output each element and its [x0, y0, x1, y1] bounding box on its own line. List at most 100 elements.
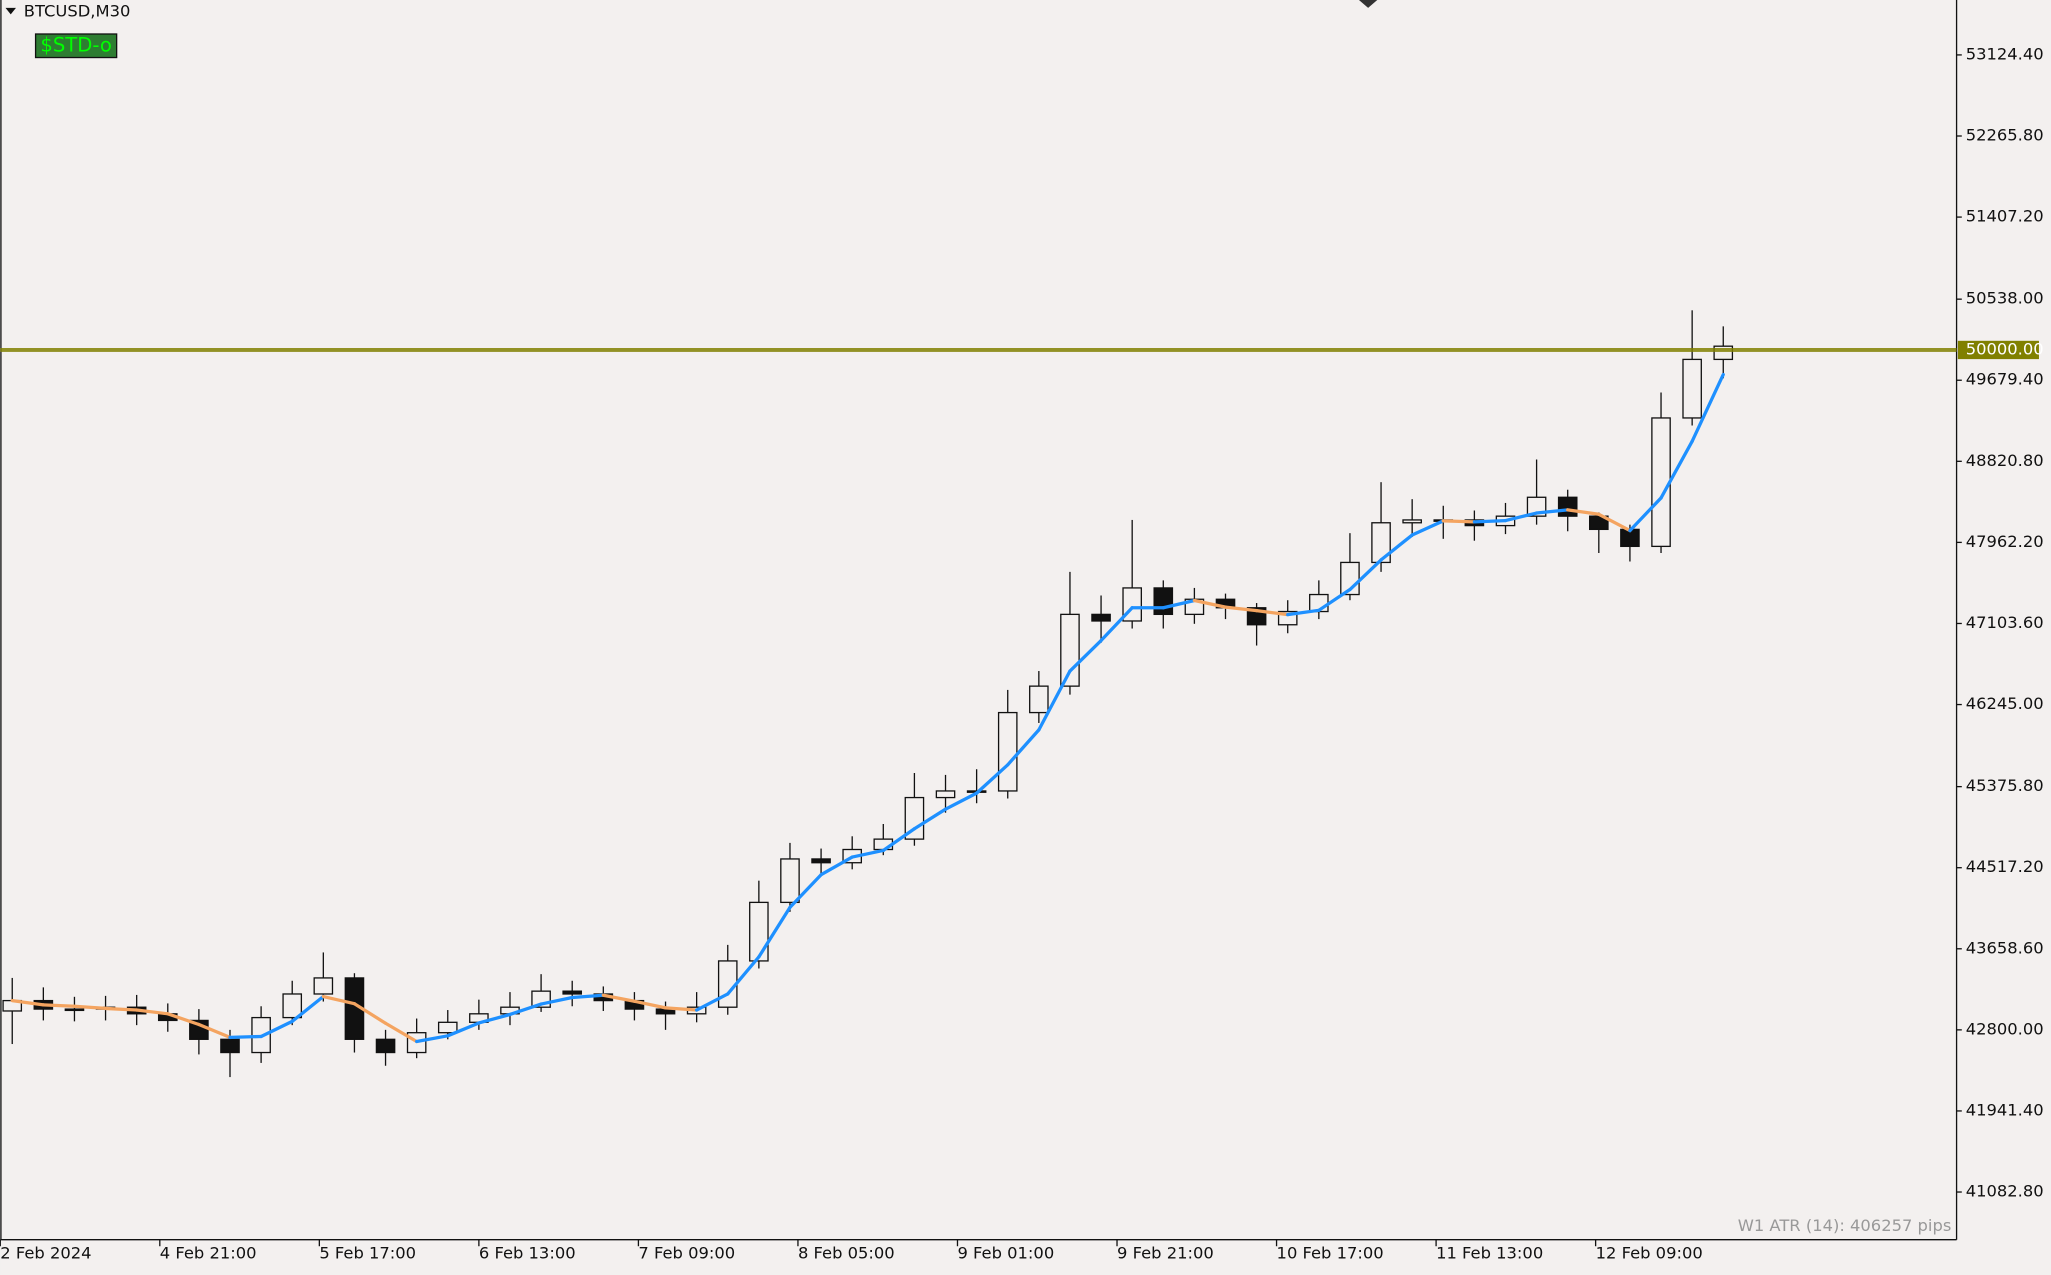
- y-tick-label: 48820.80: [1966, 451, 2044, 470]
- candle-body: [1091, 613, 1111, 622]
- y-tick-label: 51407.20: [1966, 207, 2044, 226]
- ma-segment: [1161, 598, 1197, 610]
- candle-body: [1029, 685, 1049, 714]
- dropdown-arrow[interactable]: [5, 7, 16, 15]
- candle-body: [997, 711, 1018, 792]
- ma-segment: [788, 873, 823, 910]
- ma-segment: [881, 827, 917, 853]
- shift-marker: [1358, 0, 1378, 8]
- ma-segment: [1317, 587, 1352, 612]
- candle-body: [375, 1038, 396, 1054]
- ma-segment: [290, 994, 325, 1024]
- ma-segment: [570, 993, 605, 1000]
- ma-segment: [1441, 519, 1477, 524]
- level-line: [0, 348, 1957, 352]
- candle-body: [1371, 522, 1391, 564]
- ma-segment: [1254, 608, 1290, 617]
- x-tick-label: 4 Feb 21:00: [160, 1244, 257, 1263]
- ma-segment: [1659, 439, 1694, 500]
- candle-body: [282, 993, 303, 1019]
- y-tick-label: 45375.80: [1966, 776, 2044, 795]
- x-tick-label: 11 Feb 13:00: [1436, 1244, 1543, 1263]
- candle-body: [904, 796, 925, 840]
- ma-segment: [72, 1004, 108, 1011]
- ma-segment: [1099, 606, 1134, 643]
- y-tick-label: 47103.60: [1966, 613, 2044, 632]
- candle-body: [1682, 358, 1702, 419]
- ma-segment: [415, 1034, 450, 1044]
- y-tick-label: 44517.20: [1966, 857, 2044, 876]
- y-tick-label: 47962.20: [1966, 532, 2044, 551]
- x-tick-label: 10 Feb 17:00: [1277, 1244, 1384, 1263]
- y-tick-label: 50538.00: [1966, 289, 2044, 308]
- y-tick-label: 42800.00: [1966, 1019, 2044, 1038]
- ma-segment: [508, 1002, 543, 1017]
- candle-body: [1060, 613, 1080, 687]
- ma-segment: [1006, 728, 1041, 767]
- y-tick-label: 52265.80: [1966, 125, 2044, 144]
- candle-body: [220, 1038, 240, 1054]
- ma-segment: [1068, 638, 1103, 673]
- ma-segment: [1503, 511, 1539, 523]
- ma-segment: [1379, 533, 1414, 562]
- ma-segment: [197, 1022, 232, 1040]
- ma-segment: [103, 1006, 139, 1012]
- candle-body: [1651, 417, 1671, 548]
- ma-segment: [1410, 519, 1445, 537]
- candle-body: [313, 977, 334, 995]
- ma-segment: [601, 993, 637, 1003]
- ma-segment: [1628, 496, 1663, 533]
- candle-body: [811, 858, 831, 864]
- x-tick-label: 2 Feb 2024: [0, 1244, 91, 1263]
- ma-segment: [1348, 558, 1383, 592]
- candle-body: [562, 990, 583, 995]
- ma-segment: [1223, 605, 1259, 613]
- y-tick-label: 49679.40: [1966, 370, 2044, 389]
- level-label-box: [1957, 340, 2039, 360]
- y-tick-label: 41941.40: [1966, 1100, 2044, 1119]
- candle-body: [935, 790, 956, 799]
- y-tick-label: 43658.60: [1966, 938, 2044, 957]
- ma-segment: [446, 1021, 481, 1038]
- ma-segment: [352, 1002, 388, 1025]
- candle-body: [1589, 515, 1609, 531]
- x-tick-label: 12 Feb 09:00: [1596, 1244, 1703, 1263]
- ma-segment: [1534, 508, 1570, 515]
- candle-body: [437, 1021, 458, 1034]
- candle-body: [749, 901, 769, 962]
- x-tick-label: 5 Feb 17:00: [319, 1244, 416, 1263]
- candle-body: [780, 858, 800, 904]
- y-tick-label: 41082.80: [1966, 1182, 2044, 1201]
- ma-segment: [819, 855, 854, 877]
- ma-segment: [539, 995, 574, 1006]
- candle-body: [64, 1008, 85, 1012]
- ma-segment: [477, 1012, 512, 1025]
- ma-segment: [757, 905, 792, 959]
- ma-segment: [1597, 512, 1632, 533]
- symbol-title: BTCUSD,M30: [24, 1, 131, 20]
- ma-segment: [228, 1034, 263, 1040]
- ma-segment: [383, 1021, 419, 1044]
- x-tick-label: 9 Feb 01:00: [957, 1244, 1054, 1263]
- atr-annotation: W1 ATR (14): 406257 pips: [1738, 1216, 1952, 1235]
- ma-segment: [632, 999, 668, 1010]
- ma-segment: [41, 1003, 77, 1008]
- candle-body: [1402, 519, 1422, 524]
- ma-segment: [726, 955, 761, 996]
- ma-segment: [1037, 669, 1072, 732]
- x-tick-label: 7 Feb 09:00: [638, 1244, 735, 1263]
- candle-body: [1153, 587, 1174, 616]
- ma-segment: [259, 1019, 294, 1039]
- ma-segment: [135, 1008, 170, 1016]
- ma-segment: [850, 848, 885, 859]
- indicator-button[interactable]: [34, 33, 118, 59]
- indicator-button-label[interactable]: $STD-o: [40, 33, 111, 56]
- ma-segment: [912, 807, 948, 831]
- ma-segment: [1690, 372, 1725, 443]
- ma-segment: [10, 998, 45, 1007]
- candle-body: [1557, 496, 1578, 517]
- plot-area: [2, 310, 1734, 1078]
